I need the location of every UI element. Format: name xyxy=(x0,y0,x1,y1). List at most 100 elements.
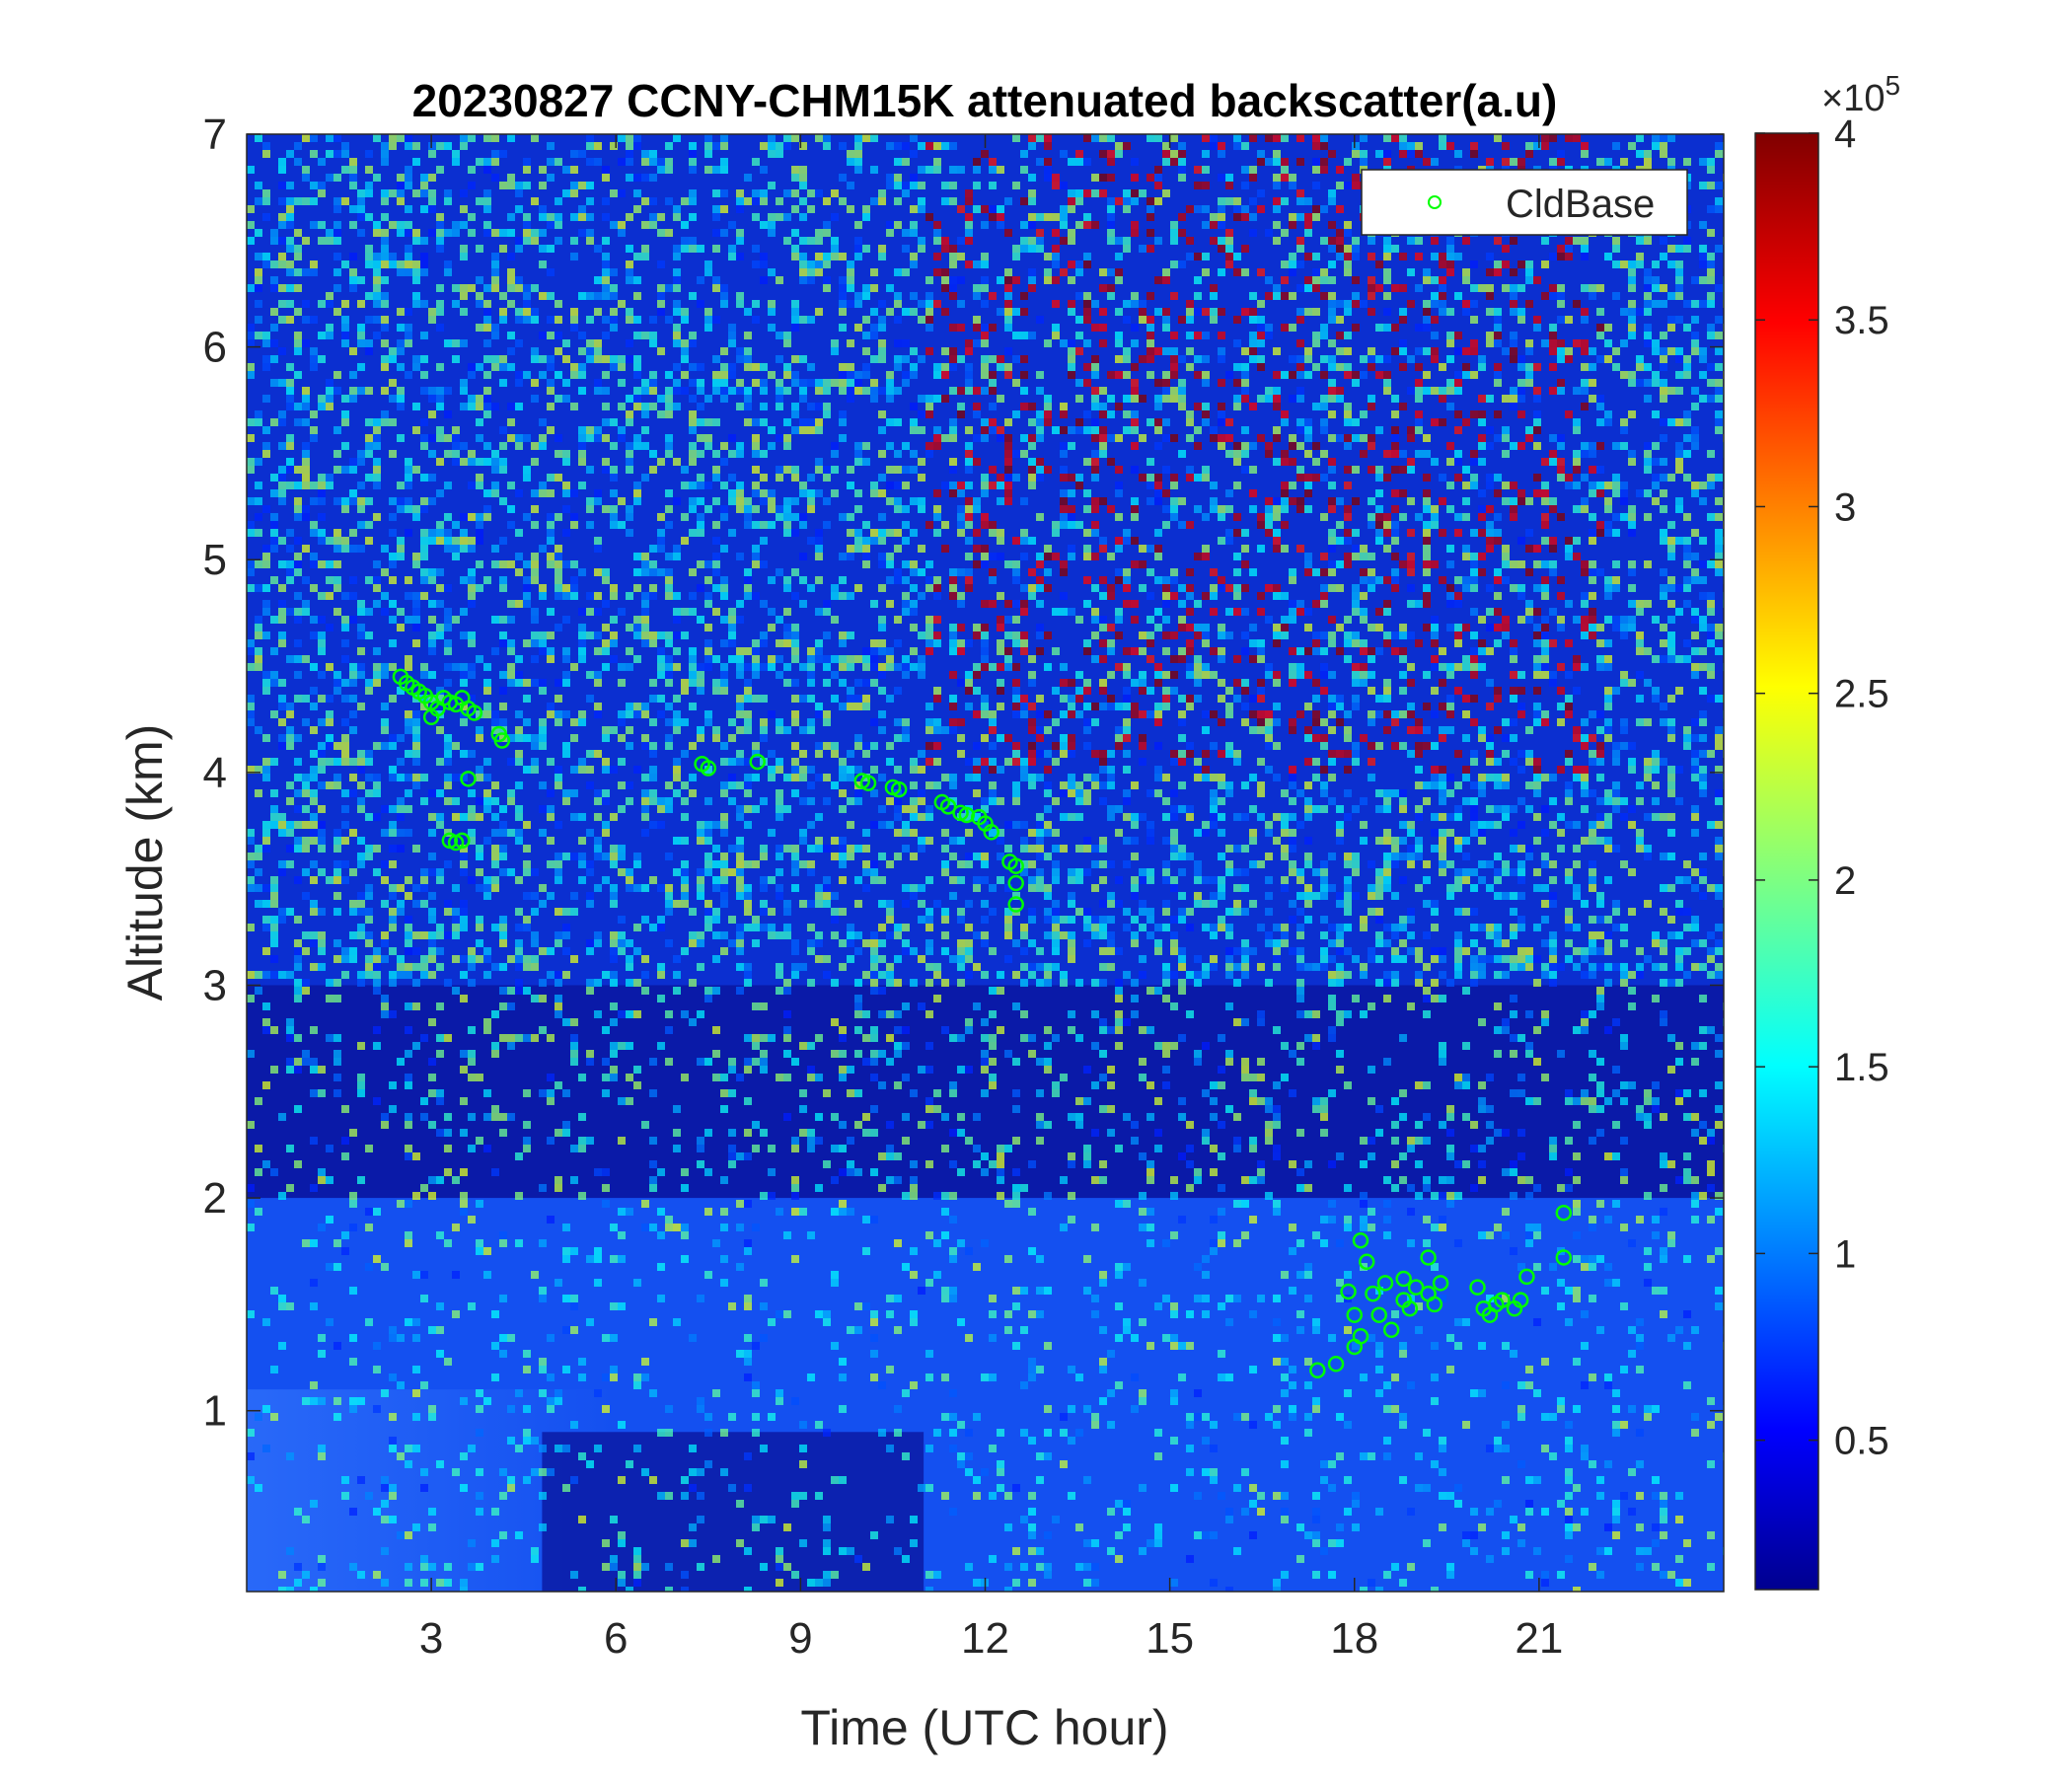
heatmap-cell xyxy=(555,560,562,568)
heatmap-cell xyxy=(1352,663,1360,671)
heatmap-cell xyxy=(649,174,657,182)
heatmap-cell xyxy=(405,529,412,537)
heatmap-cell xyxy=(1628,568,1636,576)
heatmap-cell xyxy=(1667,245,1675,253)
heatmap-cell xyxy=(657,410,665,418)
heatmap-cell xyxy=(1431,639,1439,647)
heatmap-cell xyxy=(460,292,468,300)
heatmap-cell xyxy=(854,292,862,300)
heatmap-cell xyxy=(1620,631,1628,639)
heatmap-cell xyxy=(1541,631,1549,639)
heatmap-cell xyxy=(641,158,649,166)
heatmap-cell xyxy=(949,166,957,174)
heatmap-cell xyxy=(1083,158,1091,166)
heatmap-cell xyxy=(1004,466,1012,474)
heatmap-cell xyxy=(1162,505,1170,513)
heatmap-cell xyxy=(610,363,618,371)
heatmap-cell xyxy=(1494,592,1502,600)
heatmap-cell xyxy=(1241,347,1249,355)
heatmap-cell xyxy=(1147,197,1154,205)
heatmap-cell xyxy=(1273,624,1281,631)
heatmap-cell xyxy=(894,639,902,647)
heatmap-cell xyxy=(1549,679,1557,687)
heatmap-cell xyxy=(839,679,847,687)
heatmap-cell xyxy=(562,458,570,466)
heatmap-cell xyxy=(831,695,839,703)
heatmap-cell xyxy=(752,505,760,513)
heatmap-cell xyxy=(1715,197,1723,205)
heatmap-cell xyxy=(1131,197,1139,205)
heatmap-cell xyxy=(1344,268,1352,276)
heatmap-cell xyxy=(894,497,902,505)
heatmap-cell xyxy=(562,339,570,347)
heatmap-cell xyxy=(1328,695,1336,703)
heatmap-cell xyxy=(1068,474,1075,482)
heatmap-cell xyxy=(302,418,310,426)
heatmap-cell xyxy=(949,631,957,639)
heatmap-cell xyxy=(460,308,468,316)
heatmap-cell xyxy=(405,253,412,260)
heatmap-cell xyxy=(910,497,918,505)
heatmap-cell xyxy=(594,537,602,545)
heatmap-cell xyxy=(286,316,294,324)
heatmap-cell xyxy=(491,489,499,497)
heatmap-cell xyxy=(278,608,286,616)
heatmap-cell xyxy=(1178,584,1186,592)
heatmap-cell xyxy=(294,592,302,600)
heatmap-cell xyxy=(444,616,452,624)
heatmap-cell xyxy=(1510,560,1517,568)
heatmap-cell xyxy=(957,521,965,529)
heatmap-cell xyxy=(997,213,1004,221)
heatmap-cell xyxy=(1573,466,1581,474)
heatmap-cell xyxy=(1352,600,1360,608)
heatmap-cell xyxy=(1123,410,1131,418)
heatmap-cell xyxy=(1257,434,1265,442)
heatmap-cell xyxy=(1225,710,1233,718)
heatmap-cell xyxy=(270,576,278,584)
heatmap-cell xyxy=(1241,371,1249,379)
heatmap-cell xyxy=(570,403,578,410)
heatmap-cell xyxy=(1194,442,1202,450)
heatmap-cell xyxy=(341,616,349,624)
heatmap-cell xyxy=(673,608,681,616)
heatmap-cell xyxy=(405,260,412,268)
heatmap-cell xyxy=(1210,221,1218,229)
heatmap-cell xyxy=(1012,695,1020,703)
heatmap-cell xyxy=(1383,355,1391,363)
heatmap-cell xyxy=(1549,332,1557,339)
heatmap-cell xyxy=(1336,166,1344,174)
heatmap-cell xyxy=(823,655,831,663)
heatmap-cell xyxy=(1020,553,1028,560)
heatmap-cell xyxy=(547,292,555,300)
heatmap-cell xyxy=(791,639,799,647)
heatmap-cell xyxy=(626,418,633,426)
heatmap-cell xyxy=(318,616,326,624)
heatmap-cell xyxy=(1131,537,1139,545)
heatmap-cell xyxy=(1596,324,1604,332)
heatmap-cell xyxy=(1115,703,1123,710)
heatmap-cell xyxy=(1178,166,1186,174)
heatmap-cell xyxy=(1565,347,1573,355)
heatmap-cell xyxy=(1186,608,1194,616)
heatmap-cell xyxy=(799,395,807,403)
heatmap-cell xyxy=(910,205,918,213)
heatmap-cell xyxy=(1131,339,1139,347)
heatmap-cell xyxy=(397,387,405,395)
heatmap-cell xyxy=(341,537,349,545)
heatmap-cell xyxy=(1289,482,1296,489)
heatmap-cell xyxy=(776,434,783,442)
heatmap-cell xyxy=(1115,142,1123,150)
heatmap-cell xyxy=(673,134,681,142)
heatmap-cell xyxy=(570,663,578,671)
heatmap-cell xyxy=(1296,608,1304,616)
heatmap-cell xyxy=(302,695,310,703)
heatmap-cell xyxy=(1068,300,1075,308)
heatmap-cell xyxy=(681,371,689,379)
heatmap-cell xyxy=(1139,687,1147,695)
heatmap-cell xyxy=(1289,458,1296,466)
heatmap-cell xyxy=(626,529,633,537)
heatmap-cell xyxy=(1312,679,1320,687)
heatmap-cell xyxy=(1083,292,1091,300)
heatmap-cell xyxy=(720,229,728,237)
heatmap-cell xyxy=(831,237,839,245)
